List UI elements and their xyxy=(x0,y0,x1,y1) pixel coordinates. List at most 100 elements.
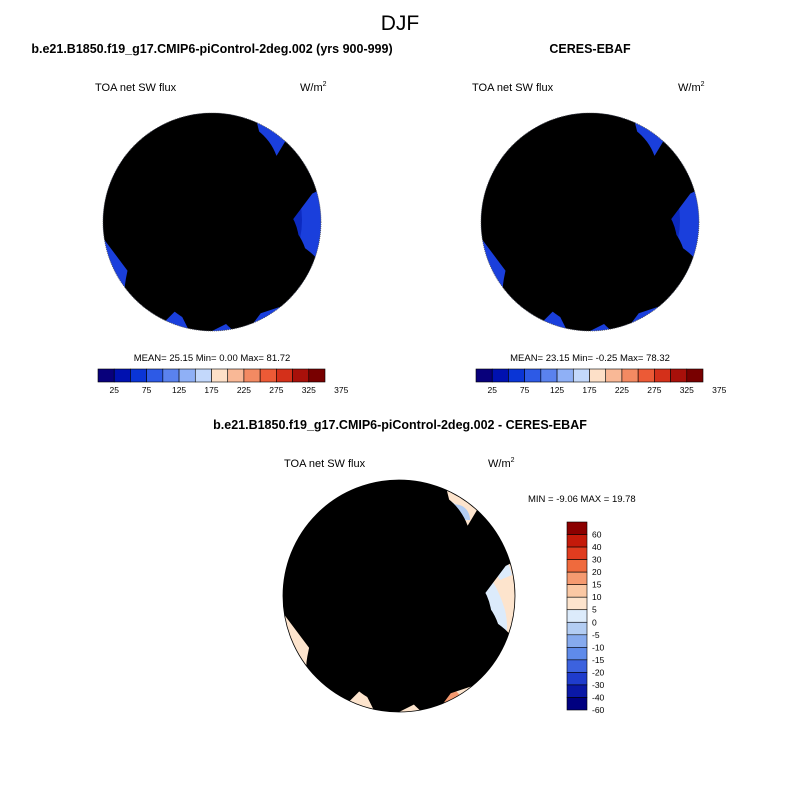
polar-map-model xyxy=(102,112,322,332)
colorbar-swatch xyxy=(227,368,245,383)
colorbar-swatch xyxy=(276,368,293,383)
panel-obs: CERES-EBAF TOA net SW flux W/m2 MEAN= 23… xyxy=(472,42,727,395)
panel-diff-variable: TOA net SW flux xyxy=(284,458,366,470)
colorbar-tick-label: 60 xyxy=(592,530,602,540)
colorbar-swatch xyxy=(308,368,326,383)
colorbar-swatch xyxy=(556,368,574,383)
panel-diff-stats: MIN = -9.06 MAX = 19.78 xyxy=(528,494,636,505)
coastlines-diff xyxy=(302,492,492,696)
colorbar-swatch xyxy=(566,672,588,686)
panel-diff: b.e21.B1850.f19_g17.CMIP6-piControl-2deg… xyxy=(213,418,636,715)
colorbar-swatch xyxy=(113,368,131,383)
colorbar-swatch xyxy=(566,647,588,661)
panel-model-stats: MEAN= 25.15 Min= 0.00 Max= 81.72 xyxy=(134,353,291,364)
colorbar-swatch xyxy=(194,368,212,383)
coastlines-model xyxy=(120,124,299,316)
colorbar-swatch xyxy=(566,534,588,548)
colorbar-swatch xyxy=(566,571,588,585)
colorbar-tick-label: -15 xyxy=(592,655,605,665)
colorbar-diff: 60 40 30 20 15 10 5 0 -5 -10 -15 -20 -30 -40 -60 xyxy=(566,521,605,715)
colorbar-swatch xyxy=(670,368,688,383)
panel-model: b.e21.B1850.f19_g17.CMIP6-piControl-2deg… xyxy=(31,42,392,395)
colorbar-tick-label: 325 xyxy=(680,385,694,395)
colorbar-tick-label: 25 xyxy=(109,385,119,395)
colorbar-tick-label: 25 xyxy=(487,385,497,395)
polar-map-obs xyxy=(480,112,700,332)
colorbar-swatch xyxy=(566,659,588,673)
colorbar-swatch xyxy=(566,697,588,711)
colorbar-tick-label: 75 xyxy=(520,385,530,395)
panel-diff-units: W/m2 xyxy=(488,457,515,470)
colorbar-swatch xyxy=(97,368,115,383)
colorbar-swatch xyxy=(566,621,588,636)
colorbar-tick-label: -30 xyxy=(592,680,605,690)
polar-map-diff xyxy=(282,479,516,713)
colorbar-swatch xyxy=(566,634,588,648)
colorbar-swatch xyxy=(524,368,542,383)
panel-obs-variable: TOA net SW flux xyxy=(472,82,554,94)
colorbar-swatch xyxy=(572,368,590,383)
panel-model-title: b.e21.B1850.f19_g17.CMIP6-piControl-2deg… xyxy=(31,42,392,56)
colorbar-tick-label: 375 xyxy=(712,385,726,395)
panel-model-units: W/m2 xyxy=(300,81,327,94)
colorbar-tick-label: 375 xyxy=(334,385,348,395)
colorbar-tick-label: 125 xyxy=(172,385,186,395)
colorbar-swatch xyxy=(491,368,509,383)
colorbar-swatch xyxy=(566,584,588,598)
colorbar-tick-label: 275 xyxy=(269,385,283,395)
colorbar-swatch xyxy=(178,368,196,383)
colorbar-tick-label: 175 xyxy=(204,385,218,395)
colorbar-swatch xyxy=(162,368,180,383)
colorbar-tick-label: 275 xyxy=(647,385,661,395)
colorbar-swatch xyxy=(566,684,588,698)
colorbar-tick-label: -5 xyxy=(592,630,600,640)
colorbar-model: 25 75 125 175 225 275 325 375 xyxy=(97,368,349,395)
colorbar-swatch xyxy=(637,368,655,383)
colorbar-swatch xyxy=(259,368,277,383)
panel-obs-stats: MEAN= 23.15 Min= -0.25 Max= 78.32 xyxy=(510,353,670,364)
colorbar-swatch xyxy=(621,368,639,383)
colorbar-swatch xyxy=(540,368,558,383)
colorbar-tick-label: -20 xyxy=(592,667,605,677)
panel-obs-units: W/m2 xyxy=(678,81,705,94)
colorbar-swatch xyxy=(146,368,164,383)
colorbar-swatch xyxy=(243,368,261,383)
colorbar-tick-label: -10 xyxy=(592,642,605,652)
colorbar-swatch xyxy=(589,368,607,383)
colorbar-swatch xyxy=(686,368,704,383)
panel-obs-title: CERES-EBAF xyxy=(549,42,631,56)
colorbar-tick-label: 15 xyxy=(592,580,602,590)
colorbar-tick-label: 75 xyxy=(142,385,152,395)
colorbar-tick-label: 0 xyxy=(592,617,597,627)
colorbar-tick-label: 5 xyxy=(592,605,597,615)
colorbar-swatch xyxy=(211,368,229,383)
colorbar-swatch xyxy=(566,521,588,535)
colorbar-swatch xyxy=(566,609,588,623)
panel-diff-title: b.e21.B1850.f19_g17.CMIP6-piControl-2deg… xyxy=(213,418,587,432)
panel-model-variable: TOA net SW flux xyxy=(95,82,177,94)
coastlines-obs xyxy=(498,124,677,316)
colorbar-swatch xyxy=(654,368,671,383)
colorbar-tick-label: 40 xyxy=(592,542,602,552)
colorbar-tick-label: 30 xyxy=(592,555,602,565)
colorbar-tick-label: 10 xyxy=(592,592,602,602)
colorbar-tick-label: 225 xyxy=(237,385,251,395)
colorbar-tick-label: -40 xyxy=(592,692,605,702)
colorbar-swatch xyxy=(292,368,310,383)
colorbar-swatch xyxy=(566,559,588,573)
colorbar-tick-label: 125 xyxy=(550,385,564,395)
colorbar-swatch xyxy=(475,368,493,383)
colorbar-obs: 25 75 125 175 225 275 325 375 xyxy=(475,368,727,395)
colorbar-tick-label: 175 xyxy=(582,385,596,395)
colorbar-tick-label: -60 xyxy=(592,705,605,715)
colorbar-swatch xyxy=(130,368,147,383)
colorbar-tick-label: 225 xyxy=(615,385,629,395)
colorbar-tick-label: 325 xyxy=(302,385,316,395)
colorbar-tick-label: 20 xyxy=(592,567,602,577)
figure-title: DJF xyxy=(381,12,420,35)
colorbar-swatch xyxy=(566,546,588,560)
colorbar-swatch xyxy=(605,368,623,383)
colorbar-swatch xyxy=(508,368,525,383)
colorbar-swatch xyxy=(566,596,588,611)
